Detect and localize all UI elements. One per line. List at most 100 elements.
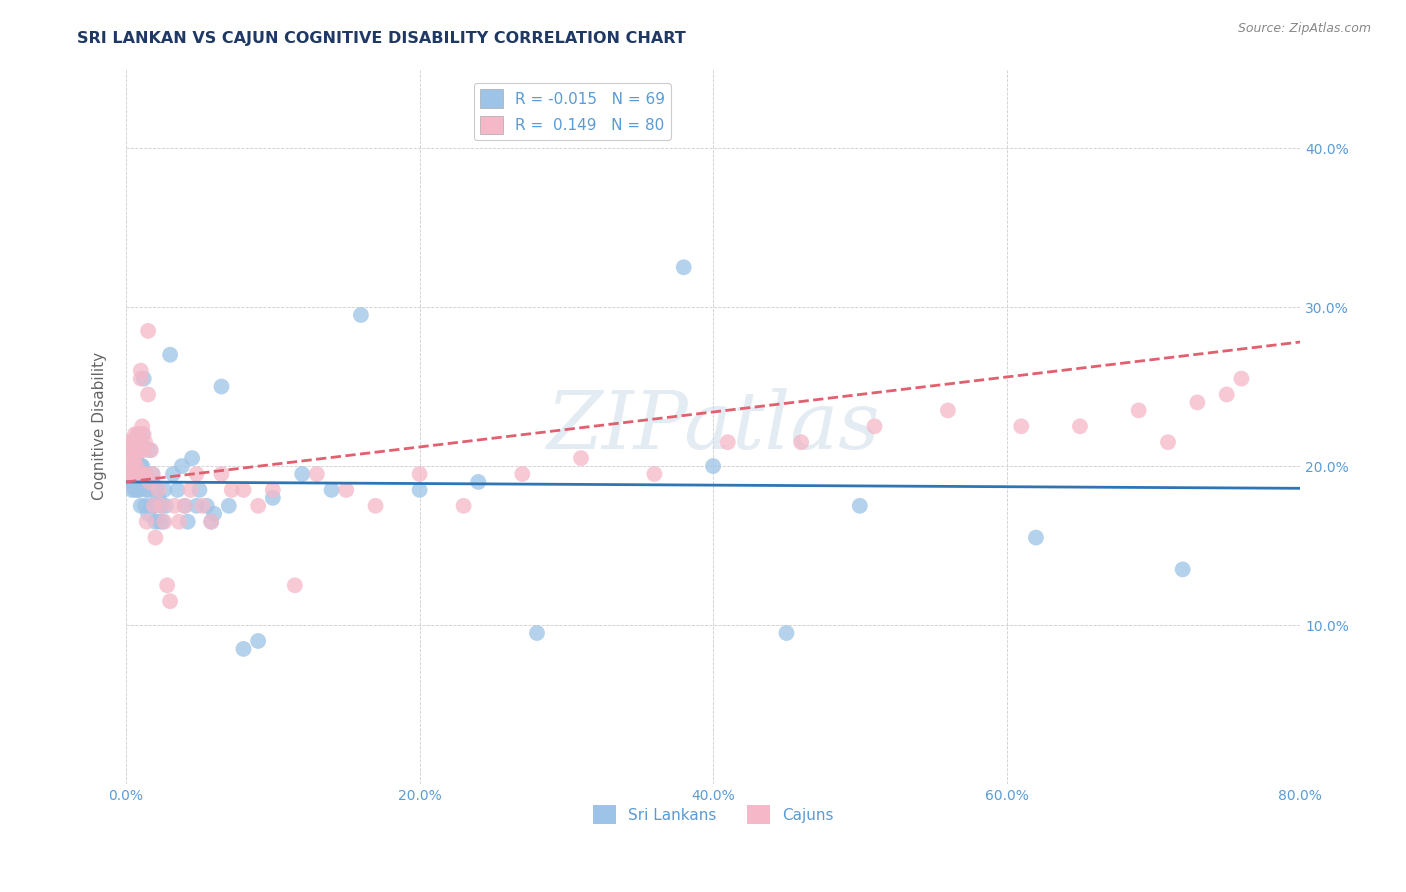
Point <box>186 467 208 481</box>
Point <box>170 458 193 473</box>
Point <box>790 435 813 450</box>
Point <box>936 403 959 417</box>
Point <box>128 443 150 458</box>
Point <box>135 515 157 529</box>
Point <box>153 483 176 497</box>
Point <box>181 451 204 466</box>
Point <box>643 467 665 481</box>
Point <box>132 427 155 442</box>
Point <box>202 507 225 521</box>
Point <box>149 515 172 529</box>
Point <box>408 483 430 497</box>
Point <box>134 499 156 513</box>
Point <box>262 483 284 497</box>
Point <box>121 467 143 481</box>
Point <box>124 451 146 466</box>
Point <box>717 435 740 450</box>
Point <box>122 467 145 481</box>
Point <box>166 483 188 497</box>
Point <box>1069 419 1091 434</box>
Point <box>221 483 243 497</box>
Point <box>118 467 141 481</box>
Point <box>131 419 153 434</box>
Point <box>218 499 240 513</box>
Point <box>136 483 159 497</box>
Point <box>122 443 145 458</box>
Point <box>141 475 163 489</box>
Point <box>132 475 155 489</box>
Point <box>135 483 157 497</box>
Point <box>132 371 155 385</box>
Point <box>775 626 797 640</box>
Point <box>350 308 373 322</box>
Point <box>211 467 233 481</box>
Point <box>143 499 166 513</box>
Point <box>188 483 211 497</box>
Point <box>321 483 343 497</box>
Point <box>159 594 181 608</box>
Point <box>127 483 149 497</box>
Point <box>863 419 886 434</box>
Point <box>148 491 170 505</box>
Point <box>453 499 475 513</box>
Point <box>1215 387 1237 401</box>
Point <box>129 435 152 450</box>
Point <box>1025 531 1047 545</box>
Point <box>162 467 184 481</box>
Point <box>120 467 142 481</box>
Point <box>156 578 179 592</box>
Point <box>121 443 143 458</box>
Point <box>247 634 270 648</box>
Point <box>134 467 156 481</box>
Point <box>124 483 146 497</box>
Point <box>364 499 387 513</box>
Point <box>139 443 162 458</box>
Point <box>138 475 160 489</box>
Point <box>120 435 142 450</box>
Point <box>117 451 139 466</box>
Point <box>510 467 533 481</box>
Point <box>1128 403 1150 417</box>
Point <box>1187 395 1209 409</box>
Point <box>167 515 190 529</box>
Point <box>150 499 173 513</box>
Point <box>131 467 153 481</box>
Point <box>138 443 160 458</box>
Point <box>145 499 167 513</box>
Point <box>408 467 430 481</box>
Point <box>125 458 148 473</box>
Point <box>526 626 548 640</box>
Point <box>128 483 150 497</box>
Point <box>335 483 357 497</box>
Point <box>131 427 153 442</box>
Point <box>177 515 200 529</box>
Text: SRI LANKAN VS CAJUN COGNITIVE DISABILITY CORRELATION CHART: SRI LANKAN VS CAJUN COGNITIVE DISABILITY… <box>77 31 686 46</box>
Point <box>134 435 156 450</box>
Point <box>195 499 218 513</box>
Point <box>141 467 163 481</box>
Point <box>127 443 149 458</box>
Point <box>122 458 145 473</box>
Point <box>159 348 181 362</box>
Point <box>148 483 170 497</box>
Point <box>128 435 150 450</box>
Point <box>131 458 153 473</box>
Point <box>1171 562 1194 576</box>
Point <box>467 475 489 489</box>
Point <box>180 483 202 497</box>
Point <box>129 364 152 378</box>
Point <box>145 531 167 545</box>
Point <box>124 467 146 481</box>
Point <box>121 483 143 497</box>
Point <box>134 467 156 481</box>
Point <box>122 443 145 458</box>
Point <box>121 467 143 481</box>
Point <box>125 451 148 466</box>
Point <box>262 491 284 505</box>
Point <box>138 475 160 489</box>
Text: Source: ZipAtlas.com: Source: ZipAtlas.com <box>1237 22 1371 36</box>
Point <box>129 499 152 513</box>
Point <box>569 451 592 466</box>
Y-axis label: Cognitive Disability: Cognitive Disability <box>93 352 107 500</box>
Point <box>127 467 149 481</box>
